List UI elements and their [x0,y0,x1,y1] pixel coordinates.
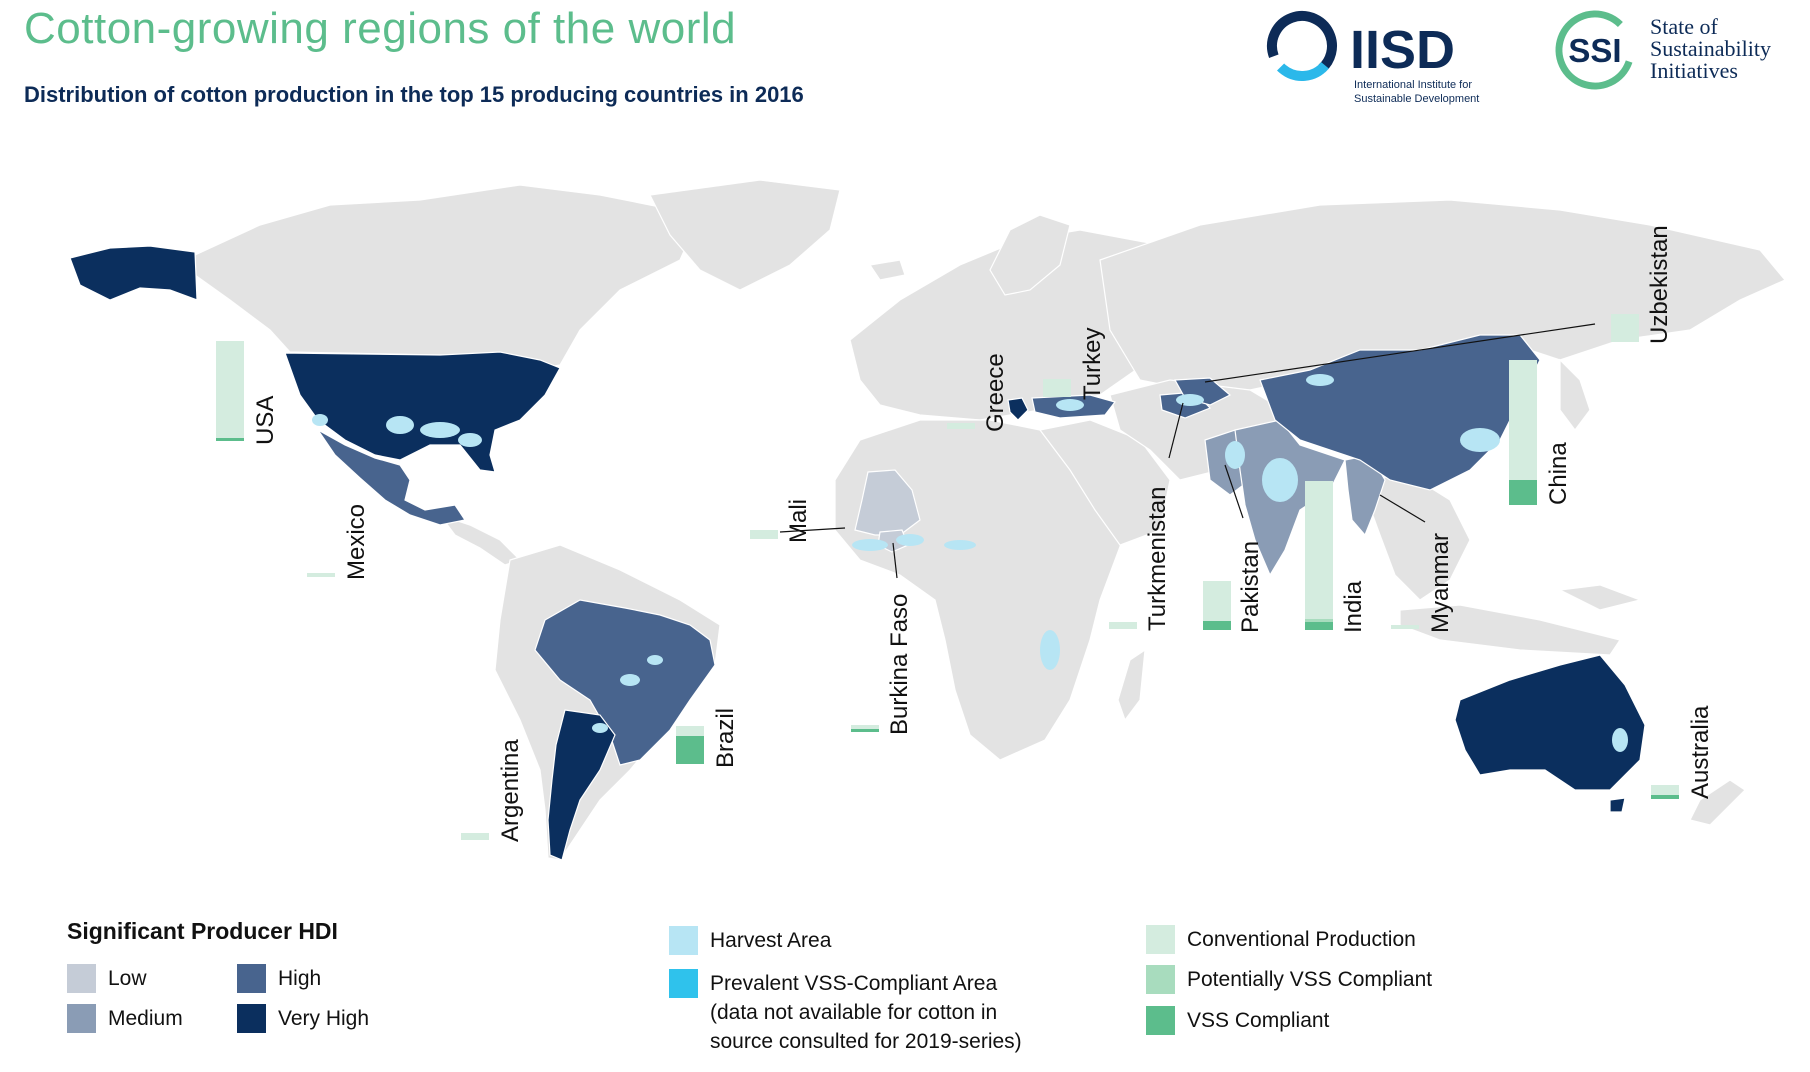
legend-label-harvest: Harvest Area [710,929,832,952]
bar-india-pvss [1305,619,1333,622]
bar-uzbekistan [1611,314,1639,342]
bar-myanmar [1391,625,1419,629]
legend-swatch-high [237,964,266,993]
page-title: Cotton-growing regions of the world [24,4,737,53]
legend-hdi-high: High [237,964,321,993]
legend-hdi-very-high: Very High [237,1004,369,1033]
bar-china-vss [1509,480,1537,505]
bar-brazil [676,726,704,736]
svg-text:Sustainable Development: Sustainable Development [1354,93,1479,105]
bar-mexico [307,573,335,577]
label-uzbekistan: Uzbekistan [1646,225,1673,344]
legend-swatch-vss-compliant [1146,1006,1175,1035]
legend-swatch-very-high [237,1004,266,1033]
legend-swatch-vss-area [669,969,698,998]
land-greenland [649,179,841,291]
legend-swatch-low [67,964,96,993]
legend-label-very-high: Very High [278,1007,370,1030]
legend-label-conventional: Conventional Production [1187,928,1416,951]
legend-label-vss-area: Prevalent VSS-Compliant Area (data not a… [710,972,1022,1053]
land-arabia [1038,419,1171,546]
label-greece: Greece [982,353,1009,432]
land-nz [1689,779,1746,826]
legend-hdi-medium: Medium [67,1004,183,1033]
legend-label-potentially-vss: Potentially VSS Compliant [1187,968,1433,991]
legend-label-vss-compliant: VSS Compliant [1187,1009,1330,1032]
harvest-areas [312,374,1628,752]
label-india: India [1340,580,1367,633]
legend-vss-area: Prevalent VSS-Compliant Area (data not a… [669,969,1022,1056]
iisd-logo: IISD International Institute for Sustain… [1267,11,1479,105]
label-china: China [1545,442,1572,505]
country-tasmania [1609,797,1626,813]
bar-australia [1651,785,1679,795]
land-iceland [868,259,906,281]
legend-label-low: Low [108,967,147,990]
svg-text:State of: State of [1650,14,1718,39]
bar-burkina-vss [851,729,879,732]
bar-india [1305,481,1333,619]
svg-text:SSI: SSI [1568,32,1621,69]
page-subtitle: Distribution of cotton production in the… [24,82,804,107]
bar-pakistan [1203,581,1231,621]
bar-australia-vss [1651,795,1679,799]
country-australia [1454,654,1646,791]
legend-swatch-medium [67,1004,96,1033]
bar-turkey [1043,379,1071,397]
country-labels: USA Mexico Brazil Argentina Mali Burkina… [252,225,1714,842]
bar-burkina [851,725,879,731]
svg-text:International Institute for: International Institute for [1354,79,1472,91]
bar-argentina [461,833,489,840]
leader-lines [779,323,1596,579]
country-usa [284,351,561,473]
bar-brazil-vss [676,736,704,764]
bar-greece [947,423,975,429]
land-madagascar [1117,648,1146,722]
bar-mali [750,530,778,539]
label-turkmenistan: Turkmenistan [1144,487,1171,632]
legend-swatch-potentially-vss [1146,965,1175,994]
country-greece [1007,397,1029,421]
label-australia: Australia [1687,705,1714,799]
legend-vss-compliant: VSS Compliant [1146,1006,1329,1035]
label-myanmar: Myanmar [1427,533,1454,633]
label-pakistan: Pakistan [1237,541,1264,633]
bar-india-vss [1305,622,1333,630]
bar-turkmenistan [1109,622,1137,629]
bar-usa [216,341,244,441]
svg-text:Initiatives: Initiatives [1650,58,1738,83]
svg-text:Sustainability: Sustainability [1650,36,1771,61]
land-canada [194,184,701,371]
legend-hdi-title: Significant Producer HDI [67,918,338,944]
label-mali: Mali [785,499,812,543]
country-argentina [547,709,616,861]
bar-china [1509,360,1537,480]
legend-potentially-vss: Potentially VSS Compliant [1146,965,1432,994]
label-mexico: Mexico [343,504,370,580]
legend-label-medium: Medium [108,1007,183,1030]
country-alaska [69,245,198,301]
label-argentina: Argentina [497,739,524,842]
label-usa: USA [252,396,279,445]
land-japan [1559,358,1591,431]
production-bars [216,314,1679,840]
legend-swatch-conventional [1146,925,1175,954]
legend-label-high: High [278,967,322,990]
bar-pakistan-vss [1203,621,1231,630]
legend-hdi-low: Low [67,964,147,993]
label-brazil: Brazil [712,708,739,768]
label-burkina: Burkina Faso [886,594,913,735]
country-mexico [317,429,466,526]
world-map: USA Mexico Brazil Argentina Mali Burkina… [69,179,1786,861]
legend-swatch-harvest [669,926,698,955]
bar-usa-vss [216,438,244,441]
land-indonesia-2 [1557,584,1643,611]
legend-harvest-area: Harvest Area [669,926,831,955]
land-indonesia [1399,604,1621,656]
ssi-logo: SSI State of Sustainability Initiatives [1555,10,1771,90]
land-scandinavia [989,214,1071,296]
legend-conventional: Conventional Production [1146,925,1416,954]
label-turkey: Turkey [1079,328,1106,400]
svg-text:IISD: IISD [1350,20,1455,80]
